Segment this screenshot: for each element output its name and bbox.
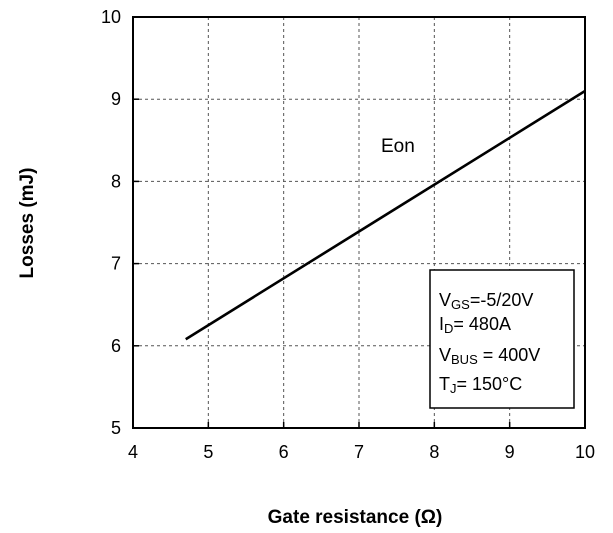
x-tick-label-9: 9: [505, 442, 515, 462]
x-tick-label-8: 8: [429, 442, 439, 462]
condition-vbus: VBUS = 400V: [439, 345, 540, 367]
series-label-eon: Eon: [381, 136, 415, 157]
conditions-box-border: [429, 269, 575, 409]
y-tick-label-9: 9: [111, 89, 121, 109]
condition-id: ID= 480A: [439, 314, 511, 336]
y-tick-label-6: 6: [111, 336, 121, 356]
condition-tj: TJ= 150°C: [439, 374, 522, 396]
plot-frame: [132, 16, 586, 429]
conditions-box: VGS=-5/20V ID= 480A VBUS = 400V TJ= 150°…: [429, 269, 575, 409]
y-tick-label-10: 10: [101, 7, 121, 27]
x-tick-label-4: 4: [128, 442, 138, 462]
x-tick-label-5: 5: [203, 442, 213, 462]
y-tick-label-8: 8: [111, 171, 121, 191]
x-tick-label-7: 7: [354, 442, 364, 462]
y-axis-title: Losses (mJ): [17, 168, 38, 279]
y-tick-label-7: 7: [111, 254, 121, 274]
x-tick-label-6: 6: [279, 442, 289, 462]
y-tick-label-5: 5: [111, 418, 121, 438]
condition-vgs: VGS=-5/20V: [439, 290, 533, 312]
series-layer: [185, 89, 586, 341]
series-line-eon: [185, 89, 586, 341]
x-tick-label-10: 10: [575, 442, 595, 462]
x-axis-title: Gate resistance (Ω): [268, 507, 443, 528]
